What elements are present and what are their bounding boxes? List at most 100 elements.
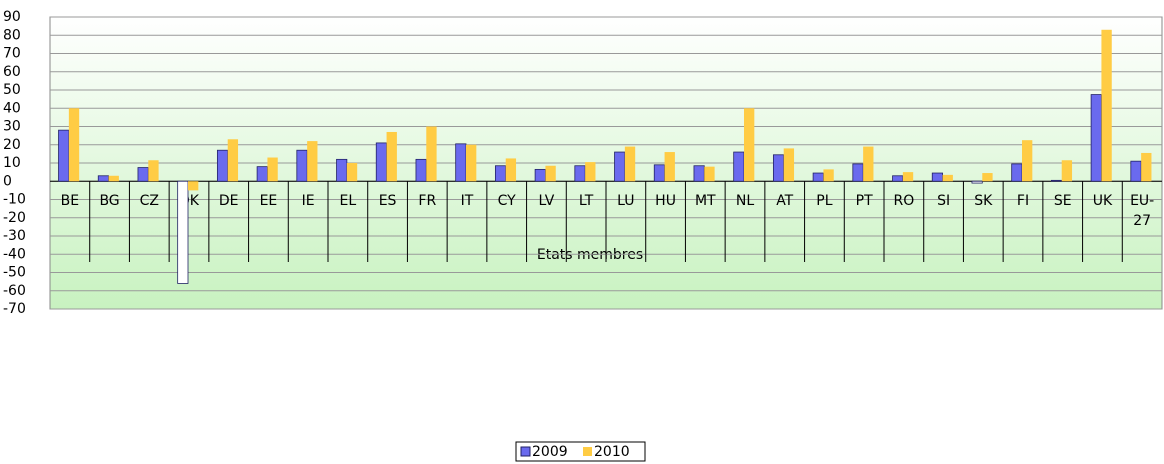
y-tick-label: 10 — [3, 155, 21, 171]
bar — [375, 142, 387, 182]
bar — [744, 108, 755, 182]
legend: 2009 2010 — [515, 441, 646, 462]
bar — [624, 146, 636, 182]
x-tick-label: SI — [937, 193, 950, 209]
bar — [982, 173, 993, 182]
bar — [58, 129, 70, 182]
bar — [227, 139, 239, 182]
y-tick-label: 0 — [3, 173, 12, 189]
x-tick-label: PT — [856, 193, 873, 209]
x-tick-label: EL — [340, 193, 357, 209]
bar — [336, 158, 348, 182]
y-tick-label: 90 — [3, 9, 21, 25]
x-tick-label: LU — [617, 193, 634, 209]
x-tick-label: SK — [974, 193, 993, 209]
bar — [545, 165, 556, 182]
y-tick-label: 20 — [3, 137, 21, 153]
bar — [931, 172, 943, 182]
x-tick-label: IE — [302, 193, 315, 209]
bar — [704, 166, 715, 182]
bar — [148, 160, 159, 182]
label-line: EU- — [1130, 193, 1154, 209]
bar — [1130, 160, 1142, 182]
bar — [1101, 29, 1112, 182]
bar — [386, 131, 397, 182]
x-tick-label: AT — [776, 193, 793, 209]
y-tick-label: 40 — [3, 100, 21, 116]
x-axis-title: Etats membres — [537, 247, 643, 263]
bar — [455, 143, 467, 182]
bar — [505, 158, 517, 182]
x-tick-label: CZ — [140, 193, 159, 209]
x-tick-label: DE — [219, 193, 239, 209]
legend-swatch — [583, 447, 592, 456]
bar — [256, 166, 268, 182]
x-tick-label: ES — [379, 193, 397, 209]
bar — [852, 163, 864, 182]
bar — [664, 152, 675, 182]
bar — [971, 180, 983, 184]
x-tick-label: FI — [1017, 193, 1029, 209]
x-tick-label: SE — [1054, 193, 1072, 209]
y-tick-label: -60 — [3, 283, 26, 299]
y-tick-label: 50 — [3, 82, 21, 98]
bar — [653, 164, 665, 182]
legend-label: 2010 — [594, 444, 630, 460]
y-tick-label: 30 — [3, 119, 21, 135]
bar — [902, 172, 914, 182]
bar — [108, 175, 119, 182]
x-tick-label: LT — [579, 193, 594, 209]
bar — [216, 149, 229, 182]
bar — [177, 180, 189, 284]
bar — [466, 144, 477, 182]
bar — [137, 167, 149, 182]
bar — [693, 165, 705, 182]
x-tick-label: HU — [655, 193, 676, 209]
bar — [267, 157, 278, 182]
bar — [823, 169, 834, 182]
x-tick-label: BE — [61, 193, 79, 209]
bar — [68, 108, 80, 182]
bar — [1050, 179, 1063, 182]
bar — [1090, 94, 1102, 182]
label-line: 27 — [1133, 213, 1151, 229]
bar — [892, 175, 904, 182]
bar — [415, 158, 427, 182]
y-tick-label: -10 — [3, 192, 26, 208]
bar — [772, 154, 785, 182]
x-tick-label: CY — [498, 193, 517, 209]
bar — [97, 175, 109, 182]
y-tick-label: 60 — [3, 64, 21, 80]
legend-label: 2009 — [532, 444, 568, 460]
bar — [534, 168, 546, 182]
bar — [346, 163, 358, 182]
bar — [426, 126, 437, 182]
bar — [783, 148, 795, 182]
bar — [494, 165, 507, 182]
x-tick-label: MT — [695, 193, 716, 209]
x-tick-label: IT — [461, 193, 474, 209]
x-tick-label: PL — [816, 193, 832, 209]
bar — [1022, 140, 1033, 182]
bar — [574, 165, 586, 182]
legend-box — [515, 441, 646, 462]
bar — [307, 141, 318, 182]
bar — [1011, 163, 1023, 182]
bar — [296, 149, 308, 182]
x-tick-label: LV — [539, 193, 555, 209]
bar — [1061, 160, 1073, 182]
x-tick-label: UK — [1093, 193, 1113, 209]
bar — [1141, 152, 1152, 182]
bar — [188, 181, 199, 191]
y-tick-label: -50 — [3, 265, 26, 281]
bar — [585, 162, 596, 182]
x-tick-label: EU- 27 — [1130, 193, 1154, 229]
y-tick-label: -70 — [3, 301, 26, 317]
y-tick-label: 70 — [3, 46, 21, 62]
bar — [863, 146, 874, 182]
x-tick-label: BG — [99, 193, 119, 209]
y-tick-label: -30 — [3, 228, 26, 244]
x-tick-label: EE — [260, 193, 278, 209]
bar — [614, 151, 626, 182]
